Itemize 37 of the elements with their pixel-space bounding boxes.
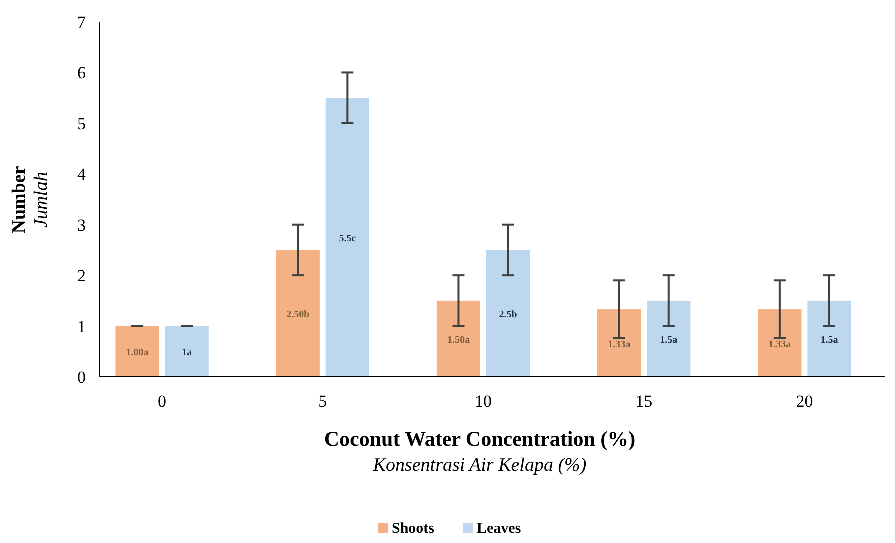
bar bbox=[276, 250, 320, 377]
y-tick-label: 4 bbox=[78, 165, 86, 184]
y-tick-label: 7 bbox=[78, 13, 86, 32]
bar bbox=[436, 300, 481, 377]
bar bbox=[647, 300, 691, 377]
x-axis-title: Coconut Water Concentration (%) Konsentrasi Air Kelapa (%) bbox=[324, 427, 636, 476]
y-tick-label: 6 bbox=[78, 64, 86, 83]
bar bbox=[808, 300, 852, 377]
x-tick-label: 15 bbox=[636, 392, 653, 411]
x-tick-label: 5 bbox=[318, 392, 328, 411]
data-label: 1a bbox=[182, 348, 192, 359]
data-label: 2.5b bbox=[499, 310, 518, 321]
y-axis-title: Number Jumlah bbox=[9, 166, 52, 234]
data-label: 1.00a bbox=[126, 348, 149, 359]
y-tick-label: 1 bbox=[78, 317, 86, 336]
legend-label: Leaves bbox=[477, 521, 522, 537]
legend-label: Shoots bbox=[392, 521, 435, 537]
data-label: 1.33a bbox=[768, 339, 792, 350]
y-tick-label: 5 bbox=[78, 114, 86, 134]
bar bbox=[758, 310, 802, 377]
bar bbox=[598, 310, 642, 377]
y-tick-label: 3 bbox=[78, 216, 86, 235]
x-tick-label: 0 bbox=[158, 392, 167, 411]
data-label: 1.5a bbox=[820, 334, 838, 346]
y-tick-label: 0 bbox=[78, 368, 86, 387]
data-label: 5.5c bbox=[339, 234, 357, 245]
bar bbox=[116, 326, 160, 377]
bar bbox=[165, 326, 209, 377]
x-tick-label: 10 bbox=[475, 392, 492, 411]
x-tick-label: 20 bbox=[796, 392, 814, 411]
bar bbox=[486, 250, 530, 377]
data-label: 2.50b bbox=[286, 310, 310, 321]
data-label: 1.50a bbox=[447, 334, 470, 346]
data-label: 1.5a bbox=[660, 334, 678, 346]
bar bbox=[326, 98, 370, 377]
data-label: 1.33a bbox=[608, 339, 631, 350]
y-tick-label: 2 bbox=[78, 266, 86, 286]
